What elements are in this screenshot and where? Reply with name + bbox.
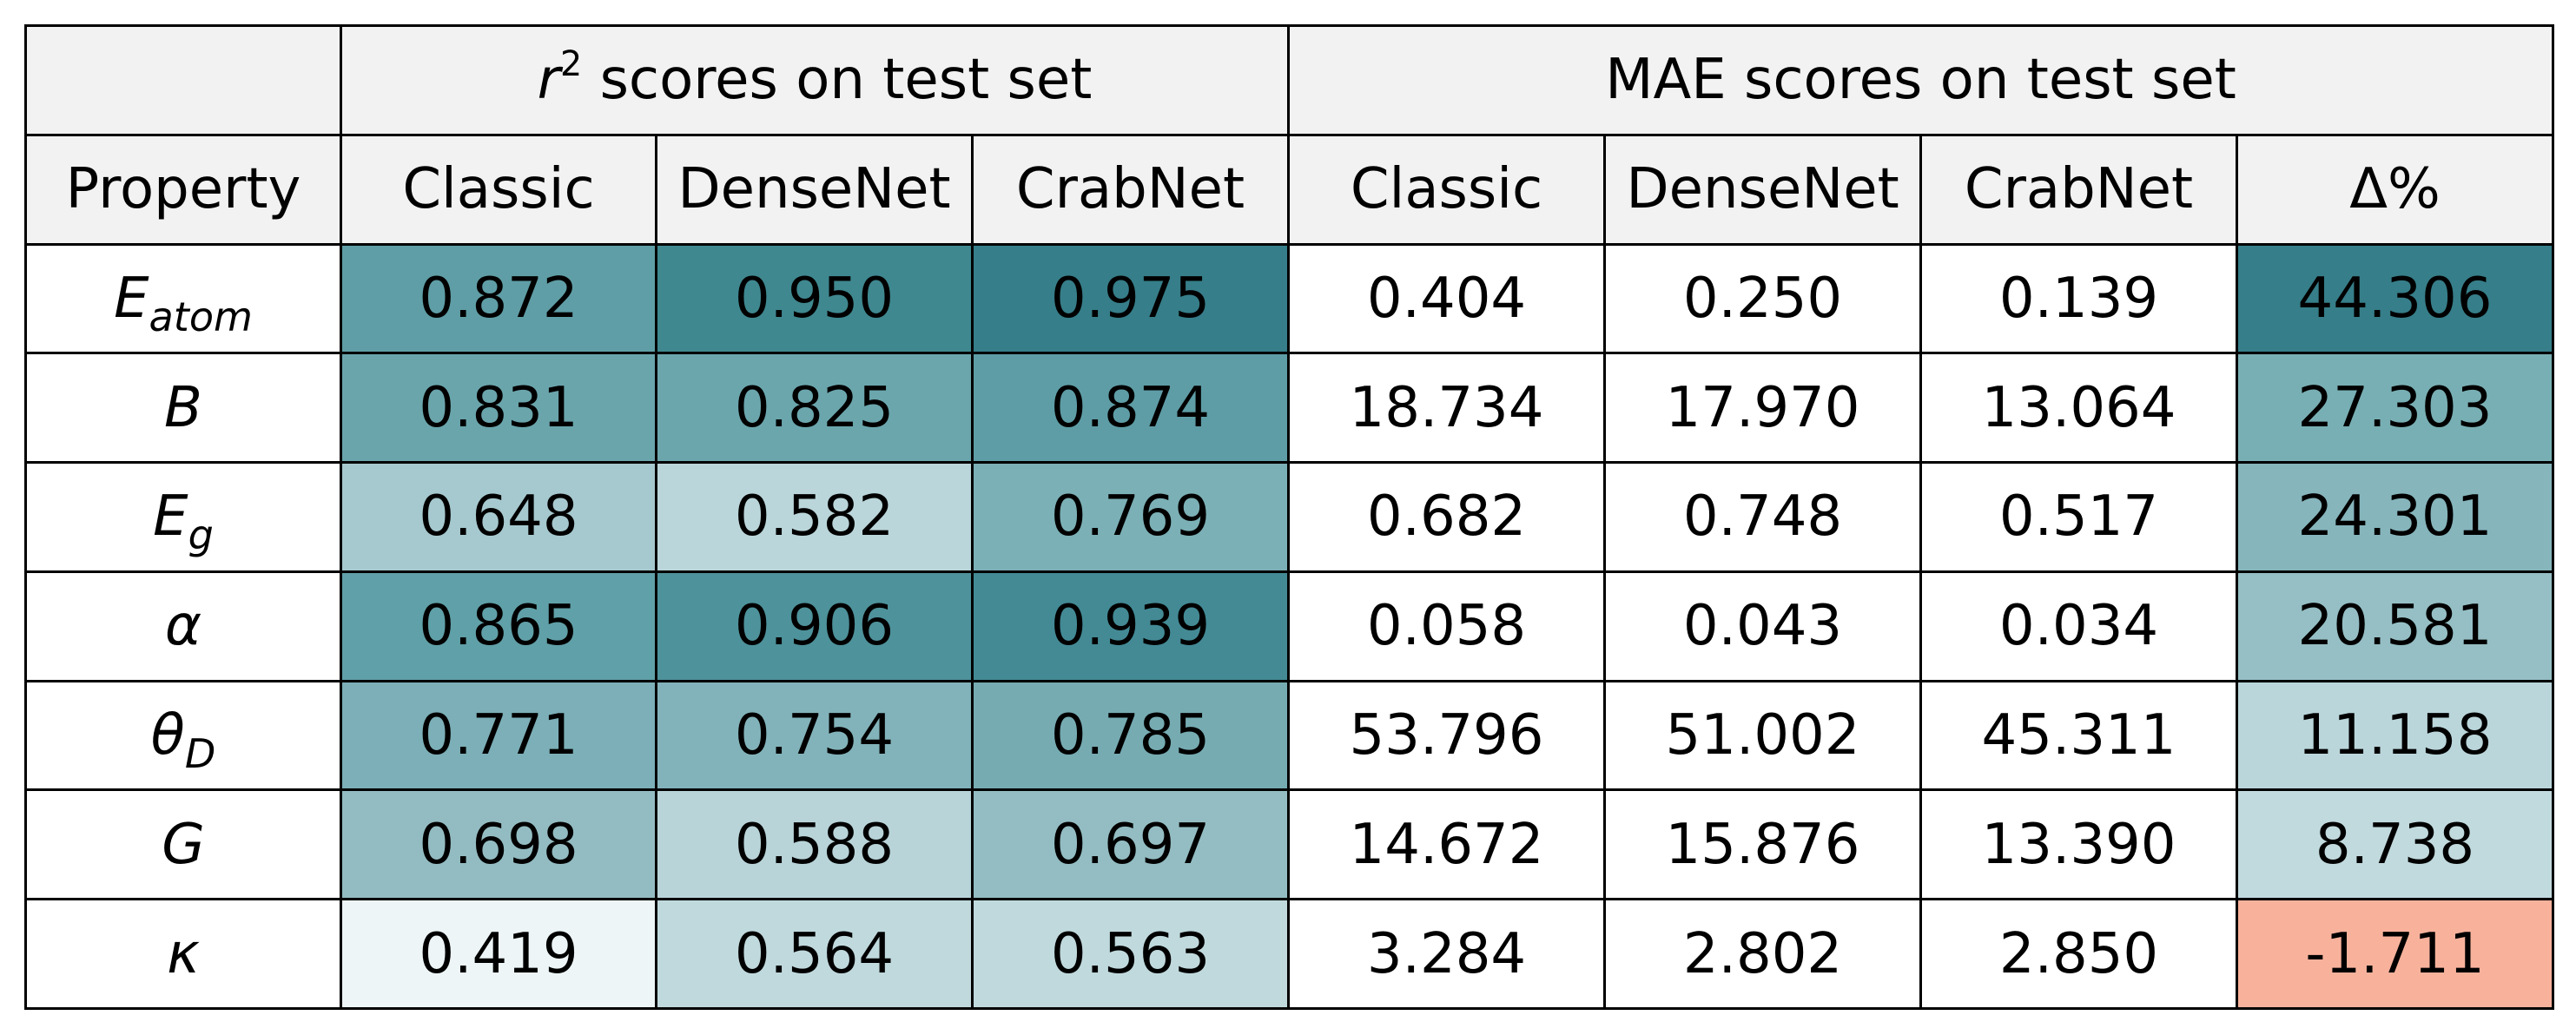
r2-crabnet-cell: 0.939 <box>970 570 1291 682</box>
r2-densenet-cell: 0.906 <box>655 570 974 682</box>
r2-header-text: scores on test set <box>582 48 1093 113</box>
r2-classic-cell: 0.771 <box>340 679 657 792</box>
mae-densenet-cell: 51.002 <box>1603 679 1923 792</box>
empty-corner-cell <box>24 24 342 136</box>
mae-classic-cell: 18.734 <box>1287 352 1607 465</box>
r2-classic-cell: 0.865 <box>340 570 657 682</box>
mae-classic-cell: 0.058 <box>1287 570 1607 682</box>
delta-percent-cell: 27.303 <box>2236 352 2555 465</box>
column-header-r2-classic: Classic <box>340 133 657 246</box>
table-row: Eg 0.648 0.582 0.769 0.682 0.748 0.517 24.301 <box>24 461 2555 573</box>
column-header-r2-crabnet: CrabNet <box>970 133 1291 246</box>
property-symbol-cell: Eatom <box>24 242 342 355</box>
mae-crabnet-cell: 0.139 <box>1919 242 2239 355</box>
r2-densenet-cell: 0.825 <box>655 352 974 465</box>
r2-variable: r <box>537 48 560 113</box>
table-row: B 0.831 0.825 0.874 18.734 17.970 13.064 27.303 <box>24 352 2555 465</box>
delta-percent-cell: 20.581 <box>2236 570 2555 682</box>
property-symbol: κ <box>167 921 200 986</box>
property-subscript: D <box>184 730 216 778</box>
r2-classic-cell: 0.419 <box>340 898 657 1010</box>
mae-classic-cell: 0.682 <box>1287 461 1607 573</box>
delta-percent-cell: -1.711 <box>2236 898 2555 1010</box>
r2-group-header: r2 scores on test set <box>339 24 1291 136</box>
r2-crabnet-cell: 0.563 <box>970 898 1291 1010</box>
mae-crabnet-cell: 0.517 <box>1919 461 2239 573</box>
property-symbol-cell: θD <box>24 679 342 792</box>
table-row: G 0.698 0.588 0.697 14.672 15.876 13.390 8.738 <box>24 788 2555 901</box>
r2-classic-cell: 0.872 <box>340 242 657 355</box>
property-symbol-cell: α <box>24 570 342 682</box>
mae-classic-cell: 14.672 <box>1287 788 1607 901</box>
mae-densenet-cell: 0.043 <box>1603 570 1923 682</box>
delta-percent-cell: 11.158 <box>2236 679 2555 792</box>
r2-crabnet-cell: 0.785 <box>970 679 1291 792</box>
column-header-property: Property <box>24 133 342 246</box>
mae-densenet-cell: 2.802 <box>1603 898 1923 1010</box>
r2-crabnet-cell: 0.874 <box>970 352 1291 465</box>
table-row: θD 0.771 0.754 0.785 53.796 51.002 45.311 11.15… <box>24 679 2555 792</box>
results-table: r2 scores on test set MAE scores on test… <box>24 24 2555 1010</box>
mae-densenet-cell: 15.876 <box>1603 788 1923 901</box>
table-row: α 0.865 0.906 0.939 0.058 0.043 0.034 20.581 <box>24 570 2555 682</box>
r2-crabnet-cell: 0.697 <box>970 788 1291 901</box>
delta-percent-cell: 8.738 <box>2236 788 2555 901</box>
mae-crabnet-cell: 45.311 <box>1919 679 2239 792</box>
r2-densenet-cell: 0.564 <box>655 898 974 1010</box>
r2-crabnet-cell: 0.769 <box>970 461 1291 573</box>
r2-crabnet-cell: 0.975 <box>970 242 1291 355</box>
column-header-mae-crabnet: CrabNet <box>1919 133 2239 246</box>
property-symbol: G <box>162 812 205 877</box>
mae-classic-cell: 3.284 <box>1287 898 1607 1010</box>
mae-crabnet-cell: 13.390 <box>1919 788 2239 901</box>
property-symbol: α <box>164 594 202 659</box>
r2-densenet-cell: 0.582 <box>655 461 974 573</box>
group-header-row: r2 scores on test set MAE scores on test… <box>24 24 2555 136</box>
column-header-row: Property Classic DenseNet CrabNet Classi… <box>24 133 2555 246</box>
property-symbol-cell: κ <box>24 898 342 1010</box>
r2-densenet-cell: 0.754 <box>655 679 974 792</box>
property-symbol: E <box>153 485 188 550</box>
mae-crabnet-cell: 0.034 <box>1919 570 2239 682</box>
column-header-mae-densenet: DenseNet <box>1603 133 1923 246</box>
delta-percent-cell: 24.301 <box>2236 461 2555 573</box>
mae-classic-cell: 53.796 <box>1287 679 1607 792</box>
r2-classic-cell: 0.698 <box>340 788 657 901</box>
column-header-delta-percent: Δ% <box>2236 133 2555 246</box>
mae-group-header: MAE scores on test set <box>1287 24 2555 136</box>
table-row: Eatom 0.872 0.950 0.975 0.404 0.250 0.139 44.30… <box>24 242 2555 355</box>
property-subscript: g <box>188 511 214 559</box>
property-symbol-cell: G <box>24 788 342 901</box>
delta-percent-cell: 44.306 <box>2236 242 2555 355</box>
mae-crabnet-cell: 13.064 <box>1919 352 2239 465</box>
r2-exponent: 2 <box>559 44 583 85</box>
property-subscript: atom <box>149 293 253 341</box>
property-symbol: θ <box>150 702 185 768</box>
r2-densenet-cell: 0.950 <box>655 242 974 355</box>
property-symbol: B <box>164 375 202 440</box>
r2-densenet-cell: 0.588 <box>655 788 974 901</box>
mae-crabnet-cell: 2.850 <box>1919 898 2239 1010</box>
r2-classic-cell: 0.831 <box>340 352 657 465</box>
r2-classic-cell: 0.648 <box>340 461 657 573</box>
property-symbol-cell: B <box>24 352 342 465</box>
column-header-mae-classic: Classic <box>1287 133 1607 246</box>
column-header-r2-densenet: DenseNet <box>655 133 974 246</box>
mae-densenet-cell: 0.250 <box>1603 242 1923 355</box>
mae-densenet-cell: 0.748 <box>1603 461 1923 573</box>
mae-densenet-cell: 17.970 <box>1603 352 1923 465</box>
table-row: κ 0.419 0.564 0.563 3.284 2.802 2.850 -1.711 <box>24 898 2555 1010</box>
mae-classic-cell: 0.404 <box>1287 242 1607 355</box>
property-symbol: E <box>114 266 149 331</box>
property-symbol-cell: Eg <box>24 461 342 573</box>
